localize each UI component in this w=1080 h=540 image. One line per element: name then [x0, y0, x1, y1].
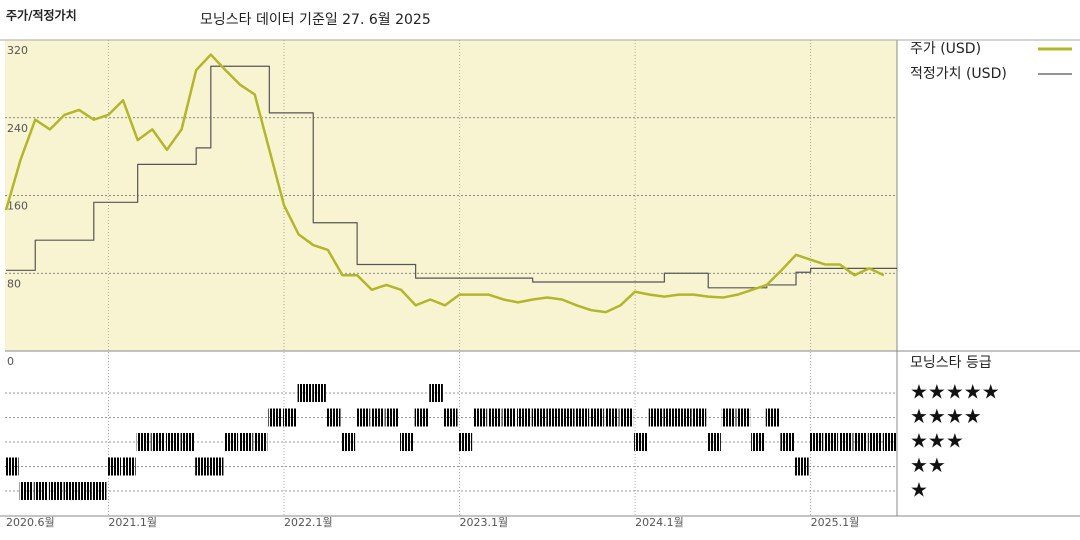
rating-mark — [824, 433, 838, 451]
rating-mark — [809, 433, 824, 451]
rating-mark — [165, 433, 180, 451]
x-tick-label: 2021.1월 — [108, 516, 157, 529]
rating-mark — [765, 408, 780, 427]
rating-level-label: ★★ — [910, 453, 946, 477]
rating-mark — [356, 408, 370, 427]
y-tick-label: 320 — [7, 44, 28, 57]
rating-mark — [575, 408, 590, 427]
rating-mark — [677, 408, 692, 427]
rating-mark — [795, 457, 809, 476]
rating-mark — [707, 433, 721, 451]
x-tick-label: 2022.1월 — [284, 516, 333, 529]
x-tick-label: 2024.1월 — [635, 516, 684, 529]
rating-mark — [209, 457, 224, 476]
rating-mark — [560, 408, 575, 427]
x-tick-label: 2023.1월 — [460, 516, 509, 529]
rating-mark — [736, 408, 751, 427]
rating-mark — [180, 433, 195, 451]
rating-mark — [868, 433, 882, 451]
rating-mark — [487, 408, 502, 427]
y-tick-label: 80 — [7, 277, 21, 290]
rating-mark — [590, 408, 604, 427]
rating-mark — [882, 433, 897, 451]
rating-mark — [224, 433, 239, 451]
rating-mark — [502, 408, 517, 427]
rating-mark — [721, 408, 736, 427]
rating-mark — [604, 408, 619, 427]
rating-mark — [692, 408, 707, 427]
rating-level-label: ★★★★★ — [910, 380, 1000, 404]
rating-mark — [151, 433, 165, 451]
rating-mark — [195, 457, 209, 476]
rating-mark — [297, 384, 312, 402]
rating-mark — [429, 384, 443, 402]
rating-mark — [634, 433, 648, 451]
rating-mark — [517, 408, 531, 427]
rating-mark — [473, 408, 487, 427]
rating-mark — [282, 408, 297, 427]
price-line — [4, 53, 885, 314]
rating-mark — [5, 457, 19, 476]
rating-mark — [619, 408, 634, 427]
rating-mark — [239, 433, 253, 451]
rating-mark — [385, 408, 400, 427]
rating-level-label: ★★★ — [910, 429, 964, 453]
rating-mark — [107, 457, 122, 476]
rating-mark — [531, 408, 546, 427]
rating-mark — [253, 433, 268, 451]
rating-mark — [268, 408, 282, 427]
rating-mark — [63, 482, 78, 500]
rating-mark — [648, 408, 663, 427]
rating-mark — [780, 433, 795, 451]
rating-mark — [751, 433, 765, 451]
chart-subtitle: 모닝스타 데이터 기준일 27. 6월 2025 — [200, 12, 431, 28]
x-tick-label: 2025.1월 — [811, 516, 860, 529]
rating-mark — [48, 482, 63, 500]
rating-mark — [341, 433, 356, 451]
rating-mark — [78, 482, 92, 500]
rating-mark — [136, 433, 151, 451]
y-tick-label: 160 — [7, 200, 28, 213]
rating-mark — [546, 408, 560, 427]
rating-mark — [326, 408, 341, 427]
ratings-title: 모닝스타 등급 — [910, 355, 992, 371]
rating-mark — [443, 408, 458, 427]
legend-label: 주가 (USD) — [910, 41, 981, 57]
x-tick-label: 2020.6월 — [6, 516, 55, 529]
rating-mark — [122, 457, 136, 476]
rating-mark — [663, 408, 677, 427]
rating-mark — [34, 482, 48, 500]
y-tick-label: 0 — [7, 355, 14, 368]
rating-level-label: ★★★★ — [910, 404, 982, 428]
y-tick-label: 240 — [7, 122, 28, 135]
rating-mark — [853, 433, 868, 451]
rating-mark — [414, 408, 429, 427]
rating-mark — [370, 408, 385, 427]
rating-mark — [838, 433, 853, 451]
rating-mark — [19, 482, 34, 500]
rating-level-label: ★ — [910, 478, 928, 502]
rating-mark — [312, 384, 326, 402]
rating-mark — [92, 482, 107, 500]
legend-label: 적정가치 (USD) — [910, 66, 1007, 82]
chart-title: 주가/적정가치 — [6, 8, 77, 23]
rating-mark — [400, 433, 414, 451]
rating-mark — [458, 433, 473, 451]
